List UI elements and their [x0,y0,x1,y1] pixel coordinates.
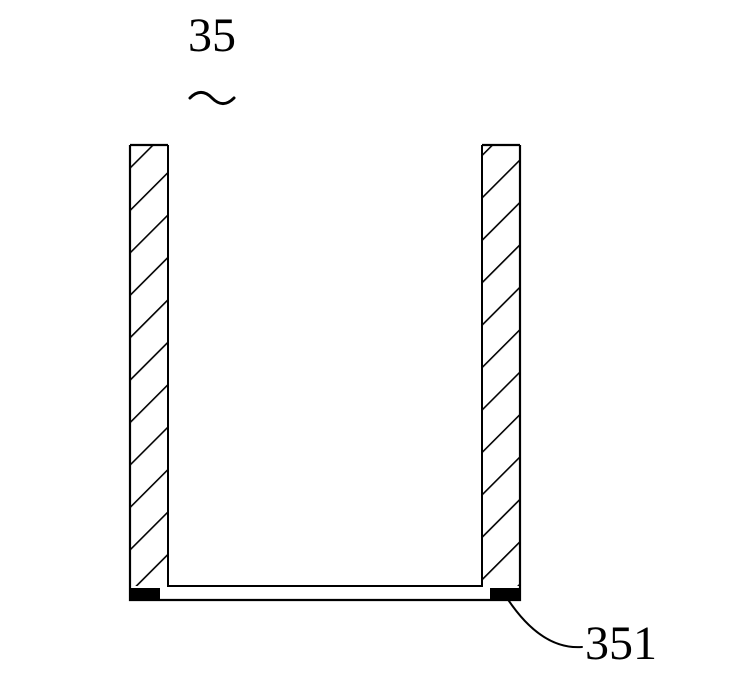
inner-outline [168,145,482,586]
left-wall-hatch [130,145,168,586]
leader-351 [505,595,582,647]
bottom-pad-right [490,588,520,600]
figure-root: 35 351 [0,0,745,690]
right-wall-hatch [482,145,520,586]
outer-outline [130,145,520,600]
figure-svg [0,0,745,690]
bottom-pad-left [130,588,160,600]
tilde-icon [190,92,234,103]
label-351: 351 [585,620,657,668]
label-35: 35 [188,12,236,60]
